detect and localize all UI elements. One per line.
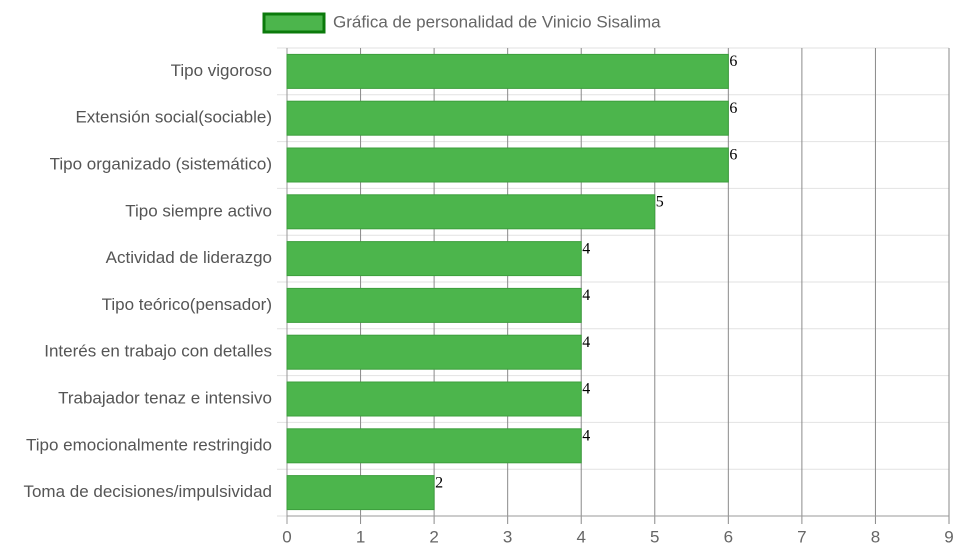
x-tick-label: 0 <box>282 527 291 546</box>
y-tick-label: Tipo teórico(pensador) <box>102 295 272 314</box>
bar <box>286 194 656 230</box>
legend-label: Gráfica de personalidad de Vinicio Sisal… <box>333 12 661 31</box>
value-label: 4 <box>582 240 590 257</box>
y-tick-label: Tipo organizado (sistemático) <box>50 154 272 173</box>
value-label: 4 <box>582 427 590 444</box>
bar <box>286 428 582 464</box>
x-tick-label: 5 <box>650 527 659 546</box>
legend-swatch <box>262 12 326 34</box>
y-tick-label: Extensión social(sociable) <box>75 108 272 127</box>
x-tick-label: 4 <box>576 527 585 546</box>
bar <box>286 241 582 277</box>
x-tick-label: 2 <box>429 527 438 546</box>
value-label: 6 <box>729 100 737 117</box>
y-tick-label: Tipo vigoroso <box>171 61 272 80</box>
value-label: 6 <box>729 147 737 164</box>
y-tick-label: Tipo emocionalmente restringido <box>26 435 272 454</box>
bar <box>286 147 729 183</box>
y-tick-label: Tipo siempre activo <box>125 201 272 220</box>
x-tick-label: 9 <box>944 527 953 546</box>
y-tick-label: Toma de decisiones/impulsividad <box>23 482 272 501</box>
y-tick-label: Actividad de liderazgo <box>106 248 272 267</box>
x-tick-label: 8 <box>871 527 880 546</box>
bar <box>286 381 582 417</box>
bar <box>286 287 582 323</box>
y-tick-label: Trabajador tenaz e intensivo <box>58 388 272 407</box>
x-tick-label: 3 <box>503 527 512 546</box>
value-label: 4 <box>582 287 590 304</box>
bar <box>286 100 729 136</box>
bar <box>286 53 729 89</box>
value-label: 2 <box>435 474 443 491</box>
value-label: 5 <box>656 193 664 210</box>
value-label: 4 <box>582 334 590 351</box>
bar <box>286 334 582 370</box>
value-label: 4 <box>582 381 590 398</box>
x-tick-label: 7 <box>797 527 806 546</box>
x-tick-label: 6 <box>724 527 733 546</box>
bar <box>286 475 435 511</box>
x-tick-label: 1 <box>356 527 365 546</box>
value-label: 6 <box>729 53 737 70</box>
y-tick-label: Interés en trabajo con detalles <box>44 342 272 361</box>
